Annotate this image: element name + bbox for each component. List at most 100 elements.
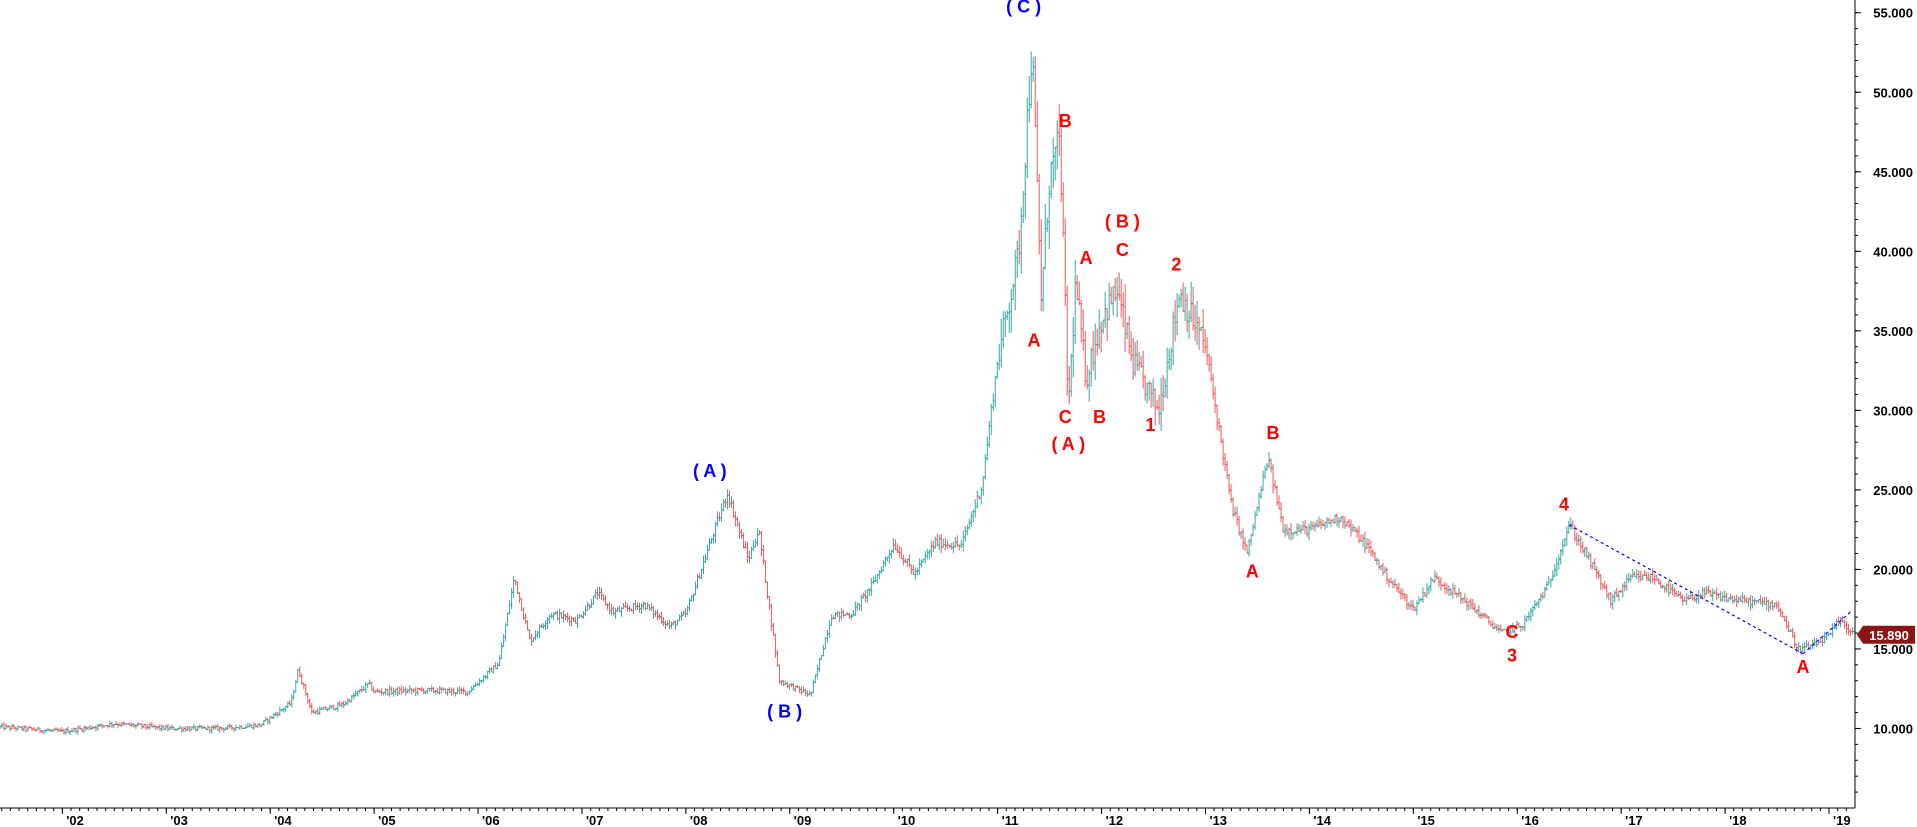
ohlc-bar-312 — [621, 603, 626, 609]
ohlc-bar-124 — [245, 723, 250, 728]
ohlc-bar-533 — [1063, 218, 1068, 307]
ohlc-bar-538 — [1073, 260, 1078, 344]
ohlc-bar-402 — [801, 686, 806, 693]
ohlc-bar-252 — [501, 634, 506, 648]
ohlc-bar-197 — [391, 687, 396, 697]
ohlc-bar-317 — [631, 602, 636, 614]
y-tick-label-9: 55.000 — [1873, 6, 1913, 21]
wave-label-6: ( A ) — [1051, 434, 1085, 454]
ohlc-bar-201 — [399, 685, 404, 695]
ohlc-bar-677 — [1350, 524, 1355, 533]
ohlc-bar-218 — [433, 689, 438, 695]
ohlc-bar-154 — [305, 692, 310, 704]
ohlc-bar-94 — [185, 725, 190, 732]
ohlc-bar-565 — [1127, 315, 1132, 355]
ohlc-bar-552 — [1101, 319, 1106, 334]
ohlc-bar-261 — [519, 598, 524, 611]
ohlc-bar-814 — [1624, 574, 1629, 591]
ohlc-bar-636 — [1269, 458, 1274, 473]
ohlc-bar-12 — [21, 725, 26, 732]
ohlc-bar-377 — [751, 540, 756, 551]
ohlc-bar-484 — [965, 524, 970, 536]
ohlc-bar-340 — [677, 614, 682, 622]
ohlc-bar-551 — [1099, 321, 1104, 353]
ohlc-bar-206 — [409, 688, 414, 695]
ohlc-bar-595 — [1187, 310, 1192, 340]
ohlc-bar-92 — [181, 726, 186, 733]
ohlc-bar-658 — [1313, 522, 1318, 532]
x-tick-label-4: '06 — [482, 813, 500, 827]
ohlc-bar-824 — [1644, 571, 1649, 582]
ohlc-bar-804 — [1604, 584, 1609, 599]
ohlc-bar-590 — [1177, 294, 1182, 308]
ohlc-bar-895 — [1786, 621, 1791, 632]
ohlc-bar-254 — [505, 612, 510, 626]
ohlc-bar-570 — [1137, 352, 1142, 371]
ohlc-bar-782 — [1560, 539, 1565, 556]
x-tick-label-11: '13 — [1209, 813, 1227, 827]
wave-label-17: 4 — [1559, 495, 1569, 515]
ohlc-bar-196 — [389, 686, 394, 695]
ohlc-bar-230 — [457, 686, 462, 694]
ohlc-bar-303 — [603, 595, 608, 606]
ohlc-bar-238 — [473, 682, 478, 687]
ohlc-bar-428 — [853, 601, 858, 617]
ohlc-bar-247 — [491, 665, 496, 674]
ohlc-bar-476 — [949, 543, 954, 550]
ohlc-bar-159 — [315, 707, 320, 715]
ohlc-bar-838 — [1672, 587, 1677, 597]
wave-label-9: ( B ) — [1105, 211, 1140, 231]
ohlc-bar-496 — [989, 403, 994, 436]
ohlc-bar-859 — [1714, 587, 1719, 601]
ohlc-bar-734 — [1464, 597, 1469, 611]
x-tick-label-8: '10 — [898, 813, 916, 827]
ohlc-bar-174 — [345, 698, 350, 706]
ohlc-bar-580 — [1157, 394, 1162, 425]
ohlc-bar-525 — [1047, 185, 1052, 250]
ohlc-bar-523 — [1043, 204, 1048, 270]
ohlc-bar-394 — [785, 681, 790, 689]
x-tick-label-15: '17 — [1625, 813, 1643, 827]
ohlc-bar-775 — [1546, 576, 1551, 585]
ohlc-bar-422 — [841, 609, 846, 618]
ohlc-bar-810 — [1616, 590, 1621, 602]
y-tick-label-2: 20.000 — [1873, 562, 1913, 577]
ohlc-bar-518 — [1033, 56, 1038, 128]
ohlc-bar-348 — [693, 581, 698, 596]
y-tick-label-0: 10.000 — [1873, 721, 1913, 736]
ohlc-bar-583 — [1163, 378, 1168, 398]
ohlc-bar-646 — [1289, 523, 1294, 541]
ohlc-bar-98 — [193, 725, 198, 732]
trendline-0 — [1568, 524, 1804, 655]
ohlc-bar-468 — [933, 536, 938, 549]
ohlc-bar-80 — [157, 724, 162, 732]
ohlc-bar-631 — [1259, 486, 1264, 499]
ohlc-bar-181 — [359, 686, 364, 693]
ohlc-bar-698 — [1392, 578, 1397, 588]
wave-label-11: 1 — [1145, 415, 1155, 435]
ohlc-bar-160 — [317, 706, 322, 715]
ohlc-bar-211 — [419, 686, 424, 692]
ohlc-bar-260 — [517, 592, 522, 604]
ohlc-bar-464 — [925, 548, 930, 560]
ohlc-bar-320 — [637, 602, 642, 613]
ohlc-bar-543 — [1083, 331, 1088, 387]
ohlc-bar-618 — [1233, 506, 1238, 517]
ohlc-bar-147 — [291, 689, 296, 701]
ohlc-bar-827 — [1650, 568, 1655, 583]
ohlc-bar-576 — [1149, 382, 1154, 408]
ohlc-bar-50 — [97, 723, 102, 727]
ohlc-bar-421 — [839, 608, 844, 620]
ohlc-bar-217 — [431, 687, 436, 694]
ohlc-bar-190 — [377, 689, 382, 694]
ohlc-bar-898 — [1792, 631, 1797, 649]
ohlc-bar-243 — [483, 675, 488, 680]
ohlc-bar-685 — [1366, 538, 1371, 554]
ohlc-bar-327 — [651, 605, 656, 619]
ohlc-bar-398 — [793, 685, 798, 693]
ohlc-bar-510 — [1017, 229, 1022, 265]
ohlc-bar-794 — [1584, 546, 1589, 559]
ohlc-bar-582 — [1161, 375, 1166, 412]
ohlc-bar-816 — [1628, 574, 1633, 583]
